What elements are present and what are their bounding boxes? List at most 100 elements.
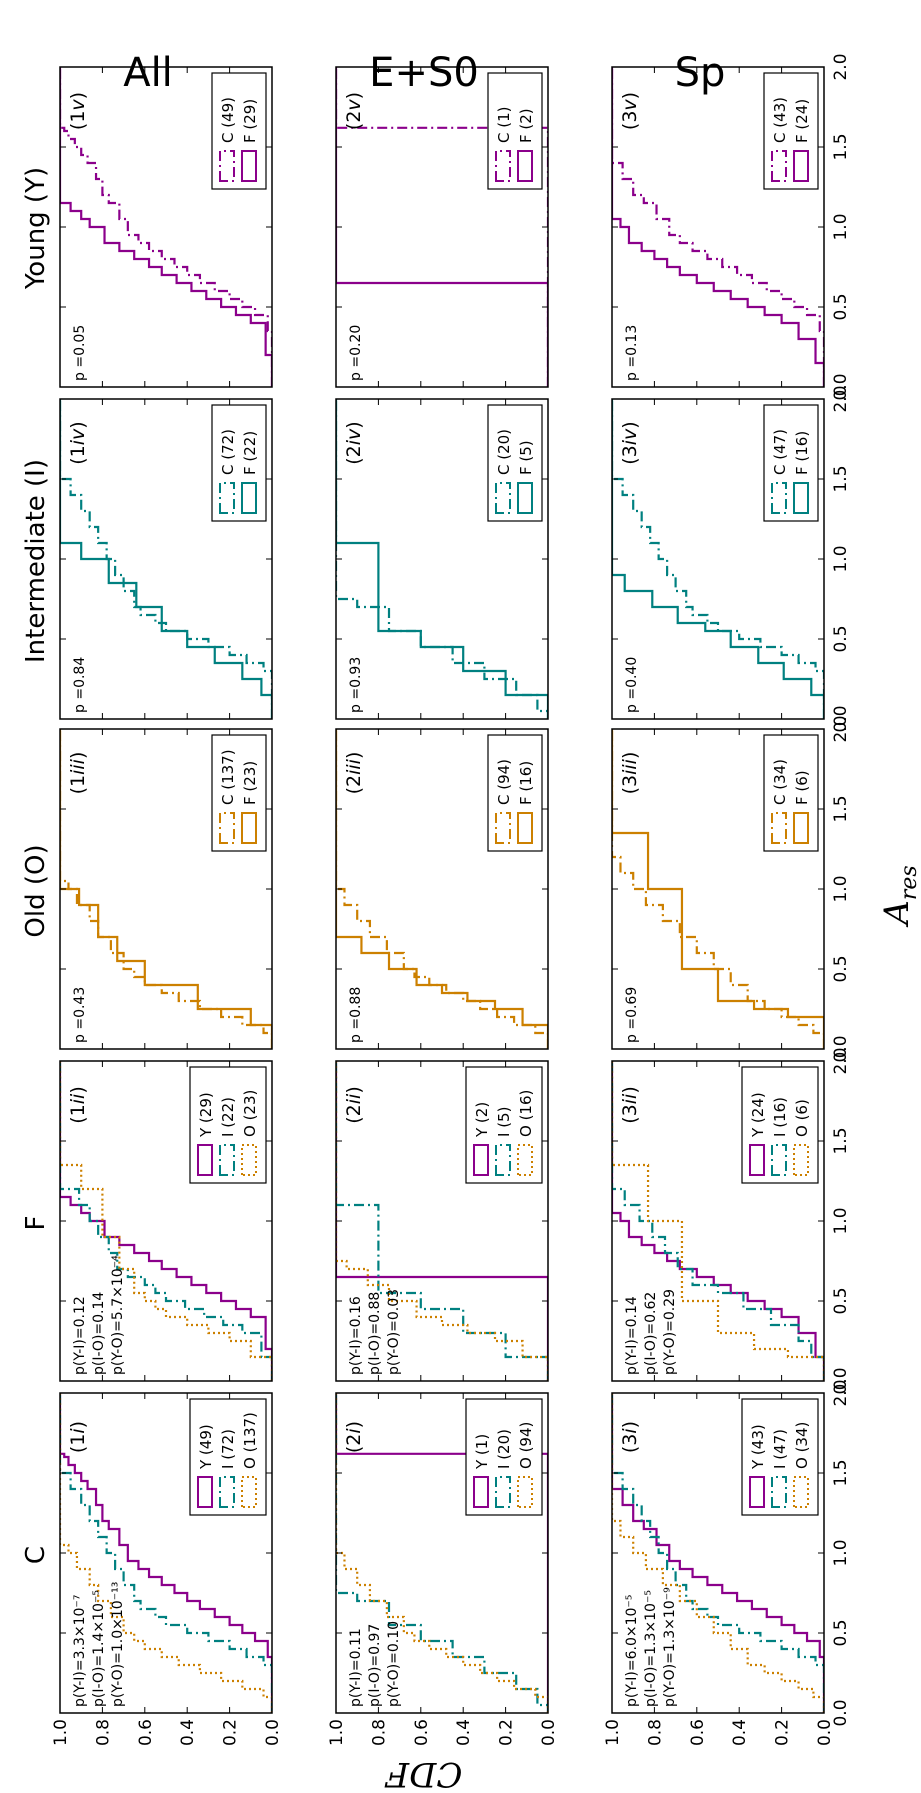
p-value: p(I-O)=0.97 [367,1624,383,1707]
p-value: p(Y-I)=0.16 [348,1296,364,1375]
legend-label: C (49) [219,97,237,143]
y-tick-label: 0.4 [454,1719,474,1746]
legend-box [465,1066,543,1184]
series-group [612,1061,824,1381]
panel-label: (1ii) [67,1086,89,1124]
legend-label: O (16) [517,1090,535,1137]
legend-swatch [495,482,511,514]
col-title-young: Young (Y) [21,167,51,290]
legend-box [487,72,543,190]
panel-2iv: (2iv) p =0.93 C (20) F (5) [335,398,549,720]
x-tick-label: 1.5 [831,795,851,822]
legend-swatch [517,812,533,844]
series-line-2i-1 [336,1393,548,1713]
series-group [336,729,548,1049]
legend-swatch [241,482,257,514]
legend-swatch [793,1476,809,1508]
panel-label: (3i) [619,1421,641,1453]
series-line-2i-0 [336,1393,548,1713]
y-tick-label: 0.8 [93,1719,113,1746]
legend-swatch [749,1144,765,1176]
legend-swatch [793,150,809,182]
panel-label: (2iv) [343,421,365,464]
p-value: p(Y-O)=0.10 [386,1621,402,1707]
legend-box [487,734,543,852]
panel-3iii: 0.0 0.5 1.0 1.5 2.0 (3iii) p =0.69 C (34) F (6) [611,715,851,1063]
y-tick-label: 0.6 [136,1719,156,1746]
panel-label: (2i) [343,1421,365,1453]
x-tick-label: 1.5 [831,133,851,160]
legend-box [763,404,819,522]
p-value: p =0.40 [624,657,640,713]
series-group [612,1393,824,1713]
p-value: p(I-O)=0.14 [91,1292,107,1375]
legend-swatch [219,1144,235,1176]
x-tick-label: 1.5 [831,1127,851,1154]
series-line-1i-1 [60,1393,272,1713]
panel-2v: (2v) p =0.20 C (1) F (2) [335,66,549,388]
series-line-1iii-1 [60,729,272,1049]
legend-swatch [517,482,533,514]
x-tick-label: 0.5 [831,1287,851,1314]
x-tick-label: 0.0 [831,1367,851,1394]
x-tick-label: 0.5 [831,293,851,320]
legend-box [465,1398,543,1516]
y-tick-label: 0.2 [497,1719,517,1746]
legend-swatch [771,150,787,182]
legend-box [189,1066,267,1184]
panel-3i: 0.0 0.5 1.0 1.5 2.0 0.0 0.2 0.4 0.6 0.8 1.0 (3i) p(Y… [603,1379,851,1746]
p-value: p =0.13 [624,325,640,381]
col-title-old: Old (O) [21,844,51,937]
x-tick-label: 0.0 [831,705,851,732]
series-line-2iii-1 [336,729,548,1049]
legend-swatch [495,1476,511,1508]
x-tick-label: 0.5 [831,955,851,982]
panel-label: (2iii) [343,752,365,795]
legend-label: F (22) [241,431,259,475]
p-value: p(Y-O)=1.3×10⁻⁹ [662,1587,678,1707]
x-tick-label: 1.0 [831,875,851,902]
series-group [336,399,548,719]
panel-label: (3v) [619,92,641,130]
legend-label: O (23) [241,1090,259,1137]
legend-label: Y (43) [749,1424,767,1470]
legend-label: C (72) [219,429,237,475]
series-line-1i-2 [60,1393,272,1713]
y-tick-label: 0.0 [263,1719,283,1746]
legend-box [211,72,267,190]
x-tick-label: 1.5 [831,1459,851,1486]
legend-swatch [219,482,235,514]
legend-label: Y (29) [197,1092,215,1138]
legend-swatch [517,150,533,182]
legend-label: Y (1) [473,1434,491,1470]
y-tick-label: 1.0 [327,1719,347,1746]
row-title-es0: E+S0 [369,50,479,96]
row-title-sp: Sp [675,50,726,96]
series-line-3iv-0 [612,399,824,719]
legend-swatch [771,1476,787,1508]
panel-2ii: (2ii) p(Y-I)=0.16 p(I-O)=0.88 p(Y-O)=0.03 Y … [335,1060,549,1382]
x-tick-label: 0.0 [831,373,851,400]
legend-swatch [219,812,235,844]
legend-label: C (94) [495,759,513,805]
series-line-3iv-1 [612,399,824,719]
legend-label: I (16) [771,1097,789,1137]
legend-label: C (20) [495,429,513,475]
y-tick-label: 1.0 [603,1719,623,1746]
p-value: p =0.88 [348,987,364,1043]
col-title-intermediate: Intermediate (I) [21,459,51,663]
legend-box [189,1398,267,1516]
series-line-2iv-0 [336,399,548,719]
x-tick-label: 2.0 [831,385,851,412]
series-line-1i-0 [60,1393,272,1713]
panel-2i: 0.0 0.2 0.4 0.6 0.8 1.0 (2i) p(Y-I)=0.11 p(I-O)=… [327,1392,559,1746]
panel-label: (3iii) [619,752,641,795]
legend-label: F (16) [517,761,535,805]
legend-label: O (137) [241,1412,259,1469]
col-title-f: F [21,1216,51,1231]
legend-swatch [749,1476,765,1508]
series-line-3i-2 [612,1393,824,1713]
series-line-3ii-0 [612,1061,824,1381]
